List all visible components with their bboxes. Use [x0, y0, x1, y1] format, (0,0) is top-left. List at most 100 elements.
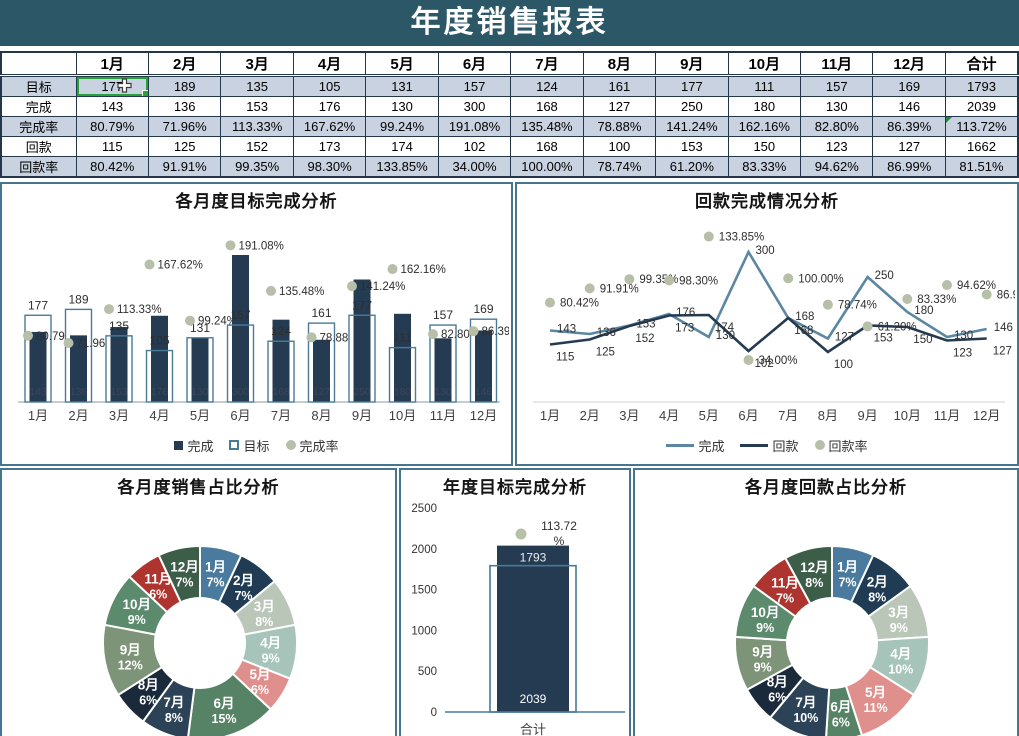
- table-cell[interactable]: 111: [727, 75, 802, 97]
- completed-bar[interactable]: [191, 338, 209, 402]
- completed-bar[interactable]: [497, 545, 569, 712]
- collection-line[interactable]: [549, 313, 987, 354]
- sales-share-donut-panel[interactable]: 各月度销售占比分析 1月 7% 2月 7% 3月 8% 4月 9% 5月 6% 6月 15% 7月 8% 8…: [0, 468, 397, 736]
- target-bar[interactable]: [64, 308, 93, 403]
- table-cell[interactable]: 98.30%: [292, 156, 367, 178]
- table-cell[interactable]: 300: [437, 96, 512, 117]
- table-cell[interactable]: 162.16%: [727, 116, 802, 137]
- table-cell[interactable]: 176: [292, 96, 367, 117]
- rate-marker[interactable]: [225, 240, 236, 251]
- donut-slice[interactable]: [186, 672, 272, 736]
- rate-marker[interactable]: [743, 354, 754, 365]
- table-cell[interactable]: 78.88%: [582, 116, 657, 137]
- table-cell[interactable]: 191.08%: [437, 116, 512, 137]
- table-cell[interactable]: 100: [582, 136, 657, 157]
- table-cell[interactable]: 161: [582, 75, 657, 97]
- target-bar[interactable]: [267, 340, 295, 403]
- rate-marker[interactable]: [862, 321, 873, 332]
- column-header[interactable]: 9月: [655, 51, 729, 77]
- completed-bar[interactable]: [29, 331, 47, 402]
- monthly-target-chart-panel[interactable]: 各月度目标完成分析 177 143 80.79% 1月 189 136 71.96% 2月 13…: [0, 182, 513, 466]
- table-cell[interactable]: 61.20%: [655, 156, 729, 178]
- table-cell[interactable]: 94.62%: [800, 156, 874, 178]
- table-cell[interactable]: 173: [292, 136, 367, 157]
- bar-chart-legend[interactable]: 完成 目标 完成率: [174, 432, 339, 458]
- table-cell[interactable]: 34.00%: [437, 156, 512, 178]
- completed-bar[interactable]: [313, 339, 330, 402]
- rate-marker[interactable]: [942, 280, 952, 291]
- table-cell[interactable]: 180: [727, 96, 802, 117]
- rate-marker[interactable]: [104, 304, 114, 315]
- table-cell[interactable]: 150: [727, 136, 802, 157]
- annual-target-chart-panel[interactable]: 年度目标完成分析 0 500 1000 1500 2000 2500 1793 2039 113…: [399, 468, 631, 736]
- table-cell[interactable]: 131: [365, 75, 439, 97]
- row-label[interactable]: 回款: [0, 136, 77, 157]
- column-header[interactable]: 2月: [147, 51, 222, 77]
- row-label[interactable]: 完成率: [0, 116, 77, 137]
- target-bar[interactable]: [469, 318, 498, 403]
- target-bar[interactable]: [24, 314, 52, 403]
- table-cell[interactable]: 123: [800, 136, 874, 157]
- rate-marker[interactable]: [63, 337, 74, 348]
- completed-bar[interactable]: [151, 315, 168, 402]
- line-chart-legend[interactable]: 完成 回款 回款率: [666, 432, 868, 458]
- rate-marker[interactable]: [515, 528, 527, 540]
- rate-marker[interactable]: [387, 264, 398, 275]
- table-cell[interactable]: 168: [510, 136, 584, 157]
- table-cell[interactable]: 174: [365, 136, 439, 157]
- table-cell[interactable]: 141.24%: [655, 116, 729, 137]
- table-cell[interactable]: 250: [655, 96, 729, 117]
- rate-marker[interactable]: [624, 274, 635, 285]
- target-bar[interactable]: [388, 346, 417, 403]
- rate-marker[interactable]: [664, 275, 675, 286]
- table-cell[interactable]: 100.00%: [510, 156, 584, 178]
- table-cell[interactable]: 153: [220, 96, 294, 117]
- sales-share-donut-chart[interactable]: 1月 7% 2月 7%3月 8%4月 9%5月 6%6月 15%7月 8%8月 6%9月 12%10…: [4, 500, 394, 736]
- column-header[interactable]: 11月: [800, 51, 874, 77]
- table-cell[interactable]: 2039: [944, 96, 1019, 117]
- table-cell[interactable]: 135.48%: [510, 116, 584, 137]
- rate-marker[interactable]: [783, 273, 794, 284]
- completed-bar[interactable]: [353, 279, 371, 403]
- column-header[interactable]: 7月: [510, 51, 584, 77]
- table-cell[interactable]: 91.91%: [147, 156, 222, 178]
- table-cell[interactable]: 135: [220, 75, 294, 97]
- completed-bar[interactable]: [434, 338, 452, 402]
- column-header[interactable]: 6月: [437, 51, 512, 77]
- table-cell[interactable]: 102: [437, 136, 512, 157]
- table-cell[interactable]: 167.62%: [292, 116, 367, 137]
- table-cell[interactable]: 1662: [944, 136, 1019, 157]
- rate-marker[interactable]: [822, 299, 833, 310]
- table-cell[interactable]: 127: [872, 136, 946, 157]
- rate-marker[interactable]: [144, 259, 155, 270]
- table-cell[interactable]: 177: [655, 75, 729, 97]
- table-cell[interactable]: 86.99%: [872, 156, 946, 178]
- completed-bar[interactable]: [272, 319, 290, 402]
- column-header[interactable]: 12月: [872, 51, 946, 77]
- collection-share-donut-panel[interactable]: 各月度回款占比分析 1月 7% 2月 8% 3月 9% 4月 10% 5月 11% 6月 6% 7月 10…: [633, 468, 1019, 736]
- table-cell[interactable]: 124: [510, 75, 584, 97]
- completed-bar[interactable]: [110, 327, 128, 402]
- table-cell[interactable]: 99.24%: [365, 116, 439, 137]
- column-header[interactable]: 合计: [944, 51, 1019, 77]
- table-cell[interactable]: 130: [365, 96, 439, 117]
- target-bar[interactable]: [307, 322, 336, 403]
- table-cell[interactable]: 152: [220, 136, 294, 157]
- rate-marker[interactable]: [185, 315, 195, 326]
- table-cell[interactable]: 81.51%: [944, 156, 1019, 178]
- sales-table[interactable]: 1月 2月 3月 4月 5月 6月 7月 8月 9月 10月 11月 12月 合计 目标 177 189 13…: [0, 51, 1019, 178]
- annual-target-bar-chart[interactable]: 0 500 1000 1500 2000 2500 1793 2039 113.72 % 合计: [401, 500, 629, 736]
- table-cell[interactable]: 146: [872, 96, 946, 117]
- rate-marker[interactable]: [428, 329, 438, 340]
- collection-share-donut-chart[interactable]: 1月 7% 2月 8%3月 9% 4月 10%5月 11% 6月 6% 7月 10%8月 6%9月 9% 1…: [636, 500, 1016, 736]
- target-bar[interactable]: [429, 324, 457, 403]
- target-bar[interactable]: [186, 337, 214, 403]
- table-cell[interactable]: 83.33%: [727, 156, 802, 178]
- table-cell[interactable]: 133.85%: [365, 156, 439, 178]
- column-header[interactable]: 3月: [220, 51, 294, 77]
- collection-line-chart-panel[interactable]: 回款完成情况分析 143 115 80.42% 1月 136 125 91.91% 2月 153…: [515, 182, 1019, 466]
- table-cell[interactable]: 1793: [944, 75, 1019, 97]
- table-cell[interactable]: 136: [147, 96, 222, 117]
- monthly-target-bar-chart[interactable]: 17714380.79%1月18913671.96%2月135153113.33…: [4, 214, 509, 432]
- column-header[interactable]: 4月: [292, 51, 367, 77]
